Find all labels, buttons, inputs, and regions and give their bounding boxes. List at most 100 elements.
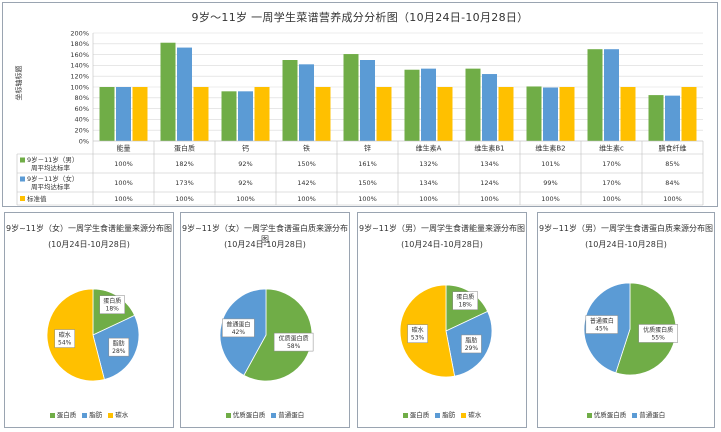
legend-item: 普通蛋白: [271, 409, 304, 419]
legend-item: 蛋白质: [402, 409, 430, 419]
pie-label-pct: 18%: [106, 306, 120, 313]
pie-label-pct: 45%: [595, 326, 609, 333]
pie-title: 9岁~11岁（女）一周学生食谱蛋白质来源分布图: [182, 224, 348, 244]
data-label: 100%: [358, 195, 377, 203]
bar-boys: [99, 87, 115, 141]
pie-title: 9岁~11岁（女）一周学生食谱能量来源分布图: [6, 224, 172, 233]
pie-label-box: [108, 337, 130, 357]
bar-boys: [343, 54, 359, 142]
bar-standard: [437, 87, 453, 141]
bar-chart-svg: 0% 20% 40% 60% 80% 100% 120% 140% 160% 180% 200% 能量…: [16, 29, 704, 206]
category-label: 能量: [117, 144, 131, 153]
legend-swatch: [271, 412, 277, 418]
bar-boys: [526, 86, 542, 141]
legend-swatch: [435, 412, 441, 418]
nutrition-bar-chart-panel: 9岁～11岁 一周学生菜谱营养成分分析图（10月24日-10月28日） 坐标轴标…: [2, 2, 718, 207]
data-label: 100%: [114, 179, 133, 187]
legend-swatch: [402, 412, 408, 418]
data-label: 100%: [541, 195, 560, 203]
pie-label-box: [638, 324, 678, 343]
category-label: 维生素A: [416, 144, 442, 153]
data-label: 134%: [480, 160, 499, 168]
data-label: 134%: [419, 179, 438, 187]
data-label: 150%: [358, 179, 377, 187]
data-label: 170%: [602, 160, 621, 168]
pie-label-name: 碳水: [412, 326, 424, 334]
data-label: 85%: [665, 160, 679, 168]
legend-label: 碳水: [468, 411, 482, 419]
y-tick-label: 200%: [70, 29, 89, 37]
data-label: 182%: [175, 160, 194, 168]
legend-item: 普通蛋白: [632, 409, 665, 419]
pie-label-box: [54, 329, 75, 348]
y-tick-label: 80%: [75, 94, 89, 102]
bar-girls: [238, 91, 253, 141]
bar-girls: [543, 87, 558, 141]
legend-swatch-girls: [20, 176, 25, 182]
legend-item: 优质蛋白质: [225, 409, 265, 419]
data-label: 100%: [297, 195, 316, 203]
legend-item: 脂肪: [435, 409, 455, 419]
category-label: 铁: [303, 144, 310, 153]
data-label: 100%: [480, 195, 499, 203]
bar-girls: [421, 68, 436, 141]
data-label: 170%: [602, 179, 621, 187]
bar-standard: [315, 87, 331, 141]
category-label: 蛋白质: [174, 144, 195, 153]
bar-standard: [132, 87, 148, 141]
data-label: 100%: [175, 195, 194, 203]
series-name: 9岁－11岁（男）周平均达标率: [27, 155, 78, 172]
pie-label-pct: 58%: [287, 343, 301, 350]
bar-boys: [404, 69, 420, 141]
pie-subtitle: (10月24日-10月28日): [48, 240, 130, 249]
legend-label: 脂肪: [442, 411, 456, 419]
bar-boys: [160, 42, 176, 141]
category-label: 维生素B2: [535, 144, 565, 153]
bar-girls: [482, 74, 497, 141]
legend-swatch: [586, 412, 592, 418]
pie-label-name: 脂肪: [465, 336, 477, 344]
pie-label-box: [222, 318, 255, 338]
data-label: 100%: [602, 195, 621, 203]
category-label: 锌: [364, 144, 371, 153]
series-name: 标准值: [27, 194, 47, 203]
pie-label-name: 蛋白质: [103, 297, 121, 305]
y-tick-label: 20%: [75, 127, 89, 135]
pie-label-box: [273, 332, 314, 352]
data-label: 92%: [238, 179, 252, 187]
legend-label: 蛋白质: [409, 411, 430, 419]
y-tick-label: 100%: [70, 83, 89, 91]
bar-standard: [254, 87, 270, 141]
data-label: 124%: [480, 179, 499, 187]
pie-label-pct: 54%: [58, 340, 72, 347]
legend-swatch: [461, 412, 467, 418]
pie-label-name: 优质蛋白质: [643, 326, 673, 334]
y-tick-label: 160%: [70, 51, 89, 59]
bar-girls: [360, 60, 375, 141]
bar-boys: [648, 95, 664, 141]
data-label: 150%: [297, 160, 316, 168]
pie-label-box: [99, 295, 125, 314]
data-label: 100%: [419, 195, 438, 203]
y-tick-label: 0%: [79, 137, 89, 145]
legend-swatch-boys: [20, 157, 25, 163]
pie-label-pct: 18%: [459, 302, 473, 309]
bar-girls: [177, 47, 192, 141]
data-label: 92%: [238, 160, 252, 168]
legend-label: 碳水: [115, 411, 129, 419]
legend-swatch: [49, 412, 55, 418]
pie-label-pct: 53%: [411, 335, 425, 342]
bar-boys: [282, 60, 298, 141]
pie-panel-boys-protein: 9岁~11岁（男）一周学生食谱蛋白质来源分布图 (10月24日-10月28日) …: [537, 212, 715, 428]
legend-label: 蛋白质: [56, 411, 77, 419]
data-label: 100%: [114, 160, 133, 168]
y-tick-label: 40%: [75, 116, 89, 124]
pie-panel-boys-energy: 9岁~11岁（男）一周学生食谱能量来源分布图 (10月24日-10月28日) 蛋…: [357, 212, 527, 428]
legend-swatch: [632, 412, 638, 418]
bar-standard: [559, 87, 575, 141]
pie-label-box: [452, 291, 478, 310]
pie-label-name: 普通蛋白: [226, 320, 250, 328]
data-label: 100%: [114, 195, 133, 203]
pie-legend: 蛋白质 脂肪 碳水: [358, 409, 526, 419]
